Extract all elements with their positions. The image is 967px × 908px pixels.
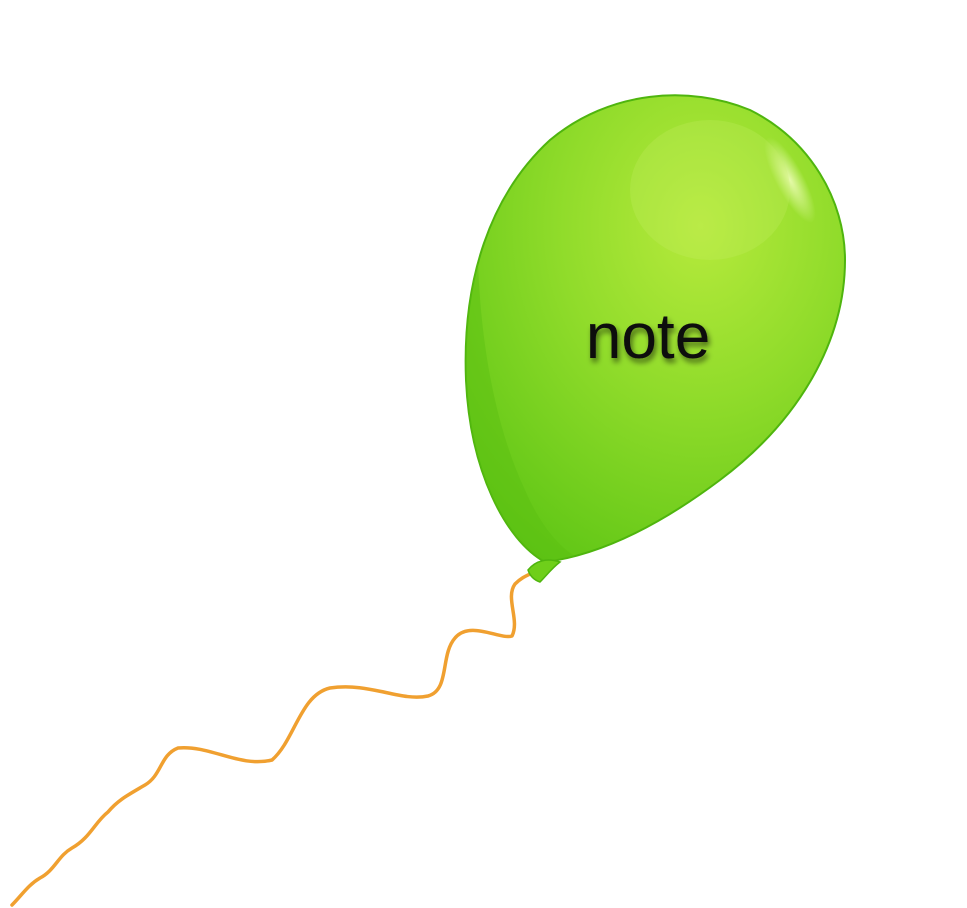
balloon-highlight (764, 137, 816, 223)
balloon-knot (527, 559, 562, 583)
balloon-label: note (586, 300, 711, 372)
balloon-string (10, 566, 542, 907)
balloon-highlight-glow (630, 120, 790, 260)
balloon-body[interactable] (464, 94, 847, 564)
balloon-rim-shade (465, 260, 575, 562)
